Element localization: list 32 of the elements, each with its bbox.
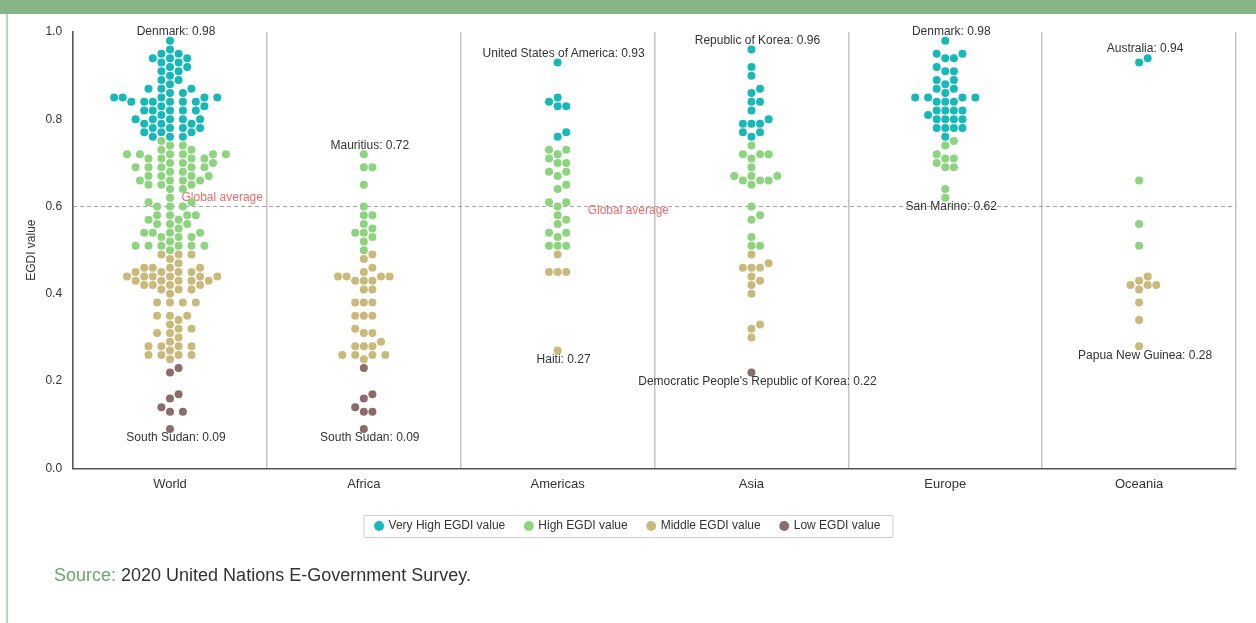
annotation: Denmark: 0.98 <box>911 24 991 39</box>
ref-line-label: Global average <box>181 189 264 204</box>
text: Global average <box>587 202 670 217</box>
annotation: South Sudan: 0.09 <box>320 430 420 445</box>
annotation: Haiti: 0.27 <box>536 351 591 366</box>
legend-label: Low EGDI value <box>793 518 881 533</box>
annotation: Mauritius: 0.72 <box>330 137 410 152</box>
annotation: Republic of Korea: 0.96 <box>694 32 821 47</box>
y-tick-label: 1.0 <box>45 24 63 39</box>
x-tick-label: Americas <box>530 475 586 491</box>
annotation: Denmark: 0.98 <box>136 24 216 39</box>
annotation: Democratic People's Republic of Korea: 0.22 <box>638 373 877 388</box>
legend-label: Very High EGDI value <box>388 518 506 533</box>
x-tick-label: Europe <box>924 475 967 491</box>
x-tick-label: Africa <box>347 475 382 491</box>
legend-label: High EGDI value <box>538 518 628 533</box>
legend-label: Middle EGDI value <box>660 518 762 533</box>
x-tick-label: World <box>153 475 187 491</box>
annotation: Papua New Guinea: 0.28 <box>1078 347 1213 362</box>
x-tick-label: Asia <box>738 475 765 491</box>
y-tick-label: 0.8 <box>45 111 63 126</box>
annotation: South Sudan: 0.09 <box>126 430 227 445</box>
y-axis-title: EGDI value <box>23 219 38 281</box>
y-tick-label: 0.2 <box>45 373 63 388</box>
annotation: San Marino: 0.62 <box>905 199 998 214</box>
annotation: Australia: 0.94 <box>1106 41 1184 56</box>
source-note: Source: 2020 United Nations E-Government Survey. <box>54 565 471 585</box>
y-tick-label: 0.6 <box>45 198 63 213</box>
y-tick-label: 0.0 <box>45 460 63 475</box>
x-tick-label: Oceania <box>1114 475 1165 491</box>
y-tick-label: 0.4 <box>45 286 63 301</box>
annotation: United States of America: 0.93 <box>482 45 645 60</box>
